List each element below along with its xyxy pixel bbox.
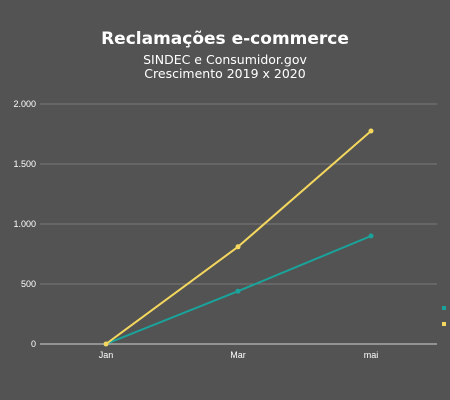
series-line-2 [105,130,372,345]
chart-subtitle-line-2: Crescimento 2019 x 2020 [144,66,306,81]
y-tick-label: 1.000 [13,219,36,229]
legend-marker [442,322,446,326]
y-tick-label: 2.000 [13,99,36,109]
legend [442,306,446,326]
legend-marker [442,306,446,310]
data-point [235,288,241,294]
series-layer [103,128,374,347]
y-tick-label: 0 [31,339,36,349]
x-tick-label: Mar [230,350,246,360]
x-tick-label: mai [364,350,379,360]
data-point [235,244,241,250]
grid-lines [40,103,437,345]
data-point [368,233,374,239]
y-tick-label: 1.500 [13,159,36,169]
chart-subtitle-line-1: SINDEC e Consumidor.gov [143,52,307,67]
x-axis-ticks: Jan Mar mai [99,350,379,360]
y-axis-ticks: 0 500 1.000 1.500 2.000 [13,99,36,349]
x-tick-label: Jan [99,350,114,360]
data-point [103,341,109,347]
y-tick-label: 500 [21,279,36,289]
data-point [368,128,374,134]
chart-title: Reclamações e-commerce [101,29,349,49]
